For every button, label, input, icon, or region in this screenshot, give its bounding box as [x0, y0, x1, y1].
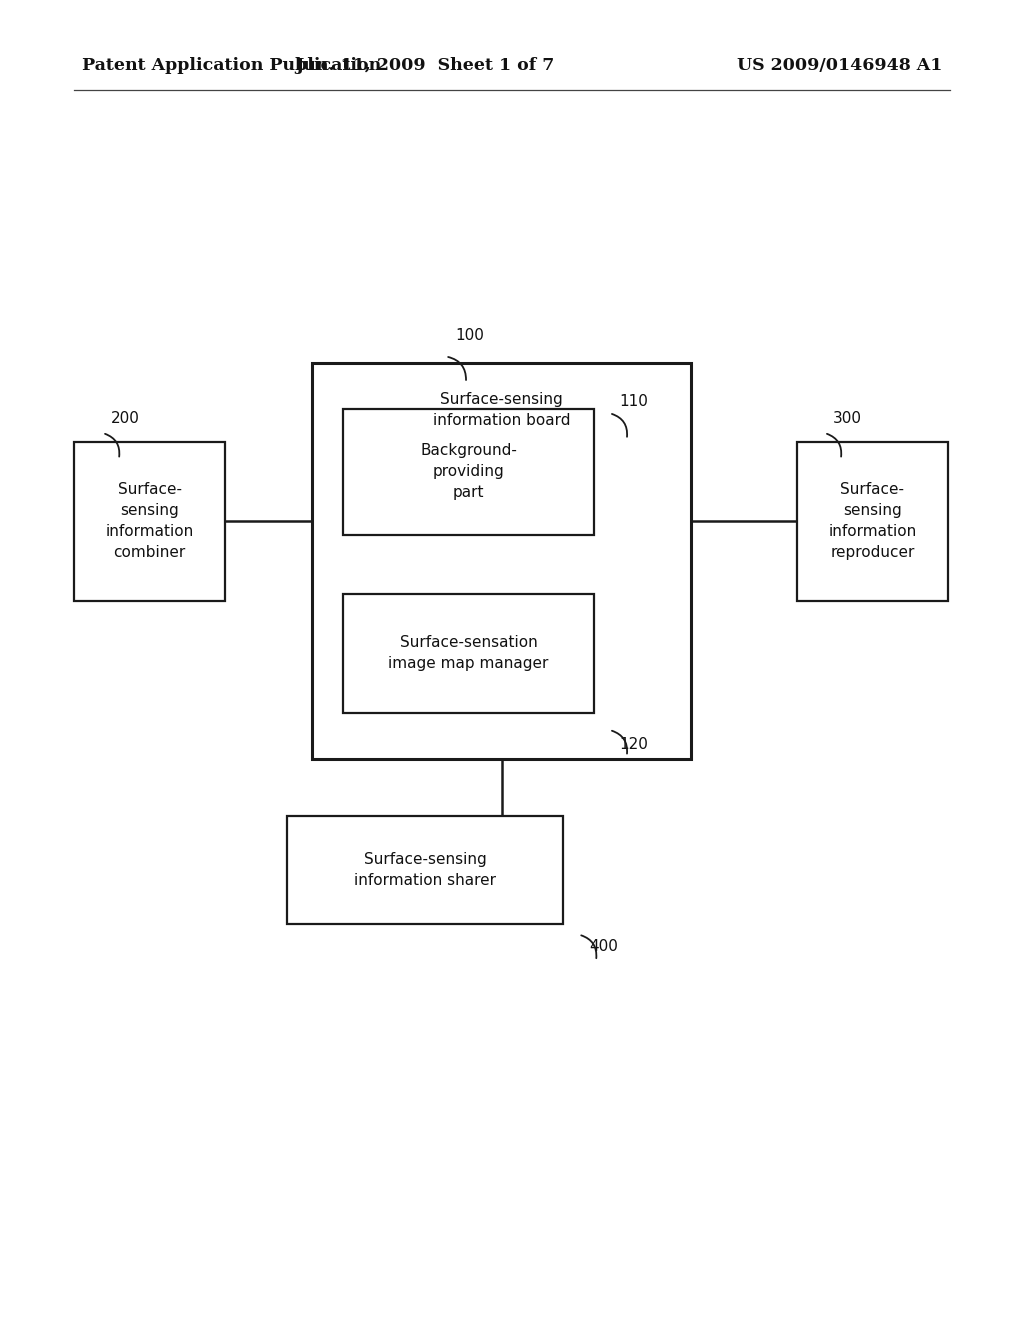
Text: 300: 300 [833, 412, 861, 426]
Text: [Fig. 1]: [Fig. 1] [567, 436, 651, 455]
Text: Surface-
sensing
information
combiner: Surface- sensing information combiner [105, 482, 194, 561]
Text: 200: 200 [111, 412, 139, 426]
Bar [312, 363, 691, 759]
Text: Patent Application Publication: Patent Application Publication [82, 58, 381, 74]
Text: Surface-sensing
information sharer: Surface-sensing information sharer [354, 851, 496, 888]
Text: Background-
providing
part: Background- providing part [420, 444, 517, 500]
Bar [287, 816, 563, 924]
Text: 400: 400 [589, 939, 617, 953]
Text: Surface-
sensing
information
reproducer: Surface- sensing information reproducer [828, 482, 916, 561]
Bar [343, 594, 594, 713]
Text: Surface-sensing
information board: Surface-sensing information board [433, 392, 570, 428]
Bar [797, 442, 948, 601]
Text: 120: 120 [620, 737, 648, 751]
Text: 110: 110 [620, 395, 648, 409]
Text: 100: 100 [456, 329, 484, 343]
Text: Jun. 11, 2009  Sheet 1 of 7: Jun. 11, 2009 Sheet 1 of 7 [295, 58, 555, 74]
Bar [74, 442, 225, 601]
Text: Surface-sensation
image map manager: Surface-sensation image map manager [388, 635, 549, 672]
Text: US 2009/0146948 A1: US 2009/0146948 A1 [736, 58, 942, 74]
Bar [343, 409, 594, 535]
